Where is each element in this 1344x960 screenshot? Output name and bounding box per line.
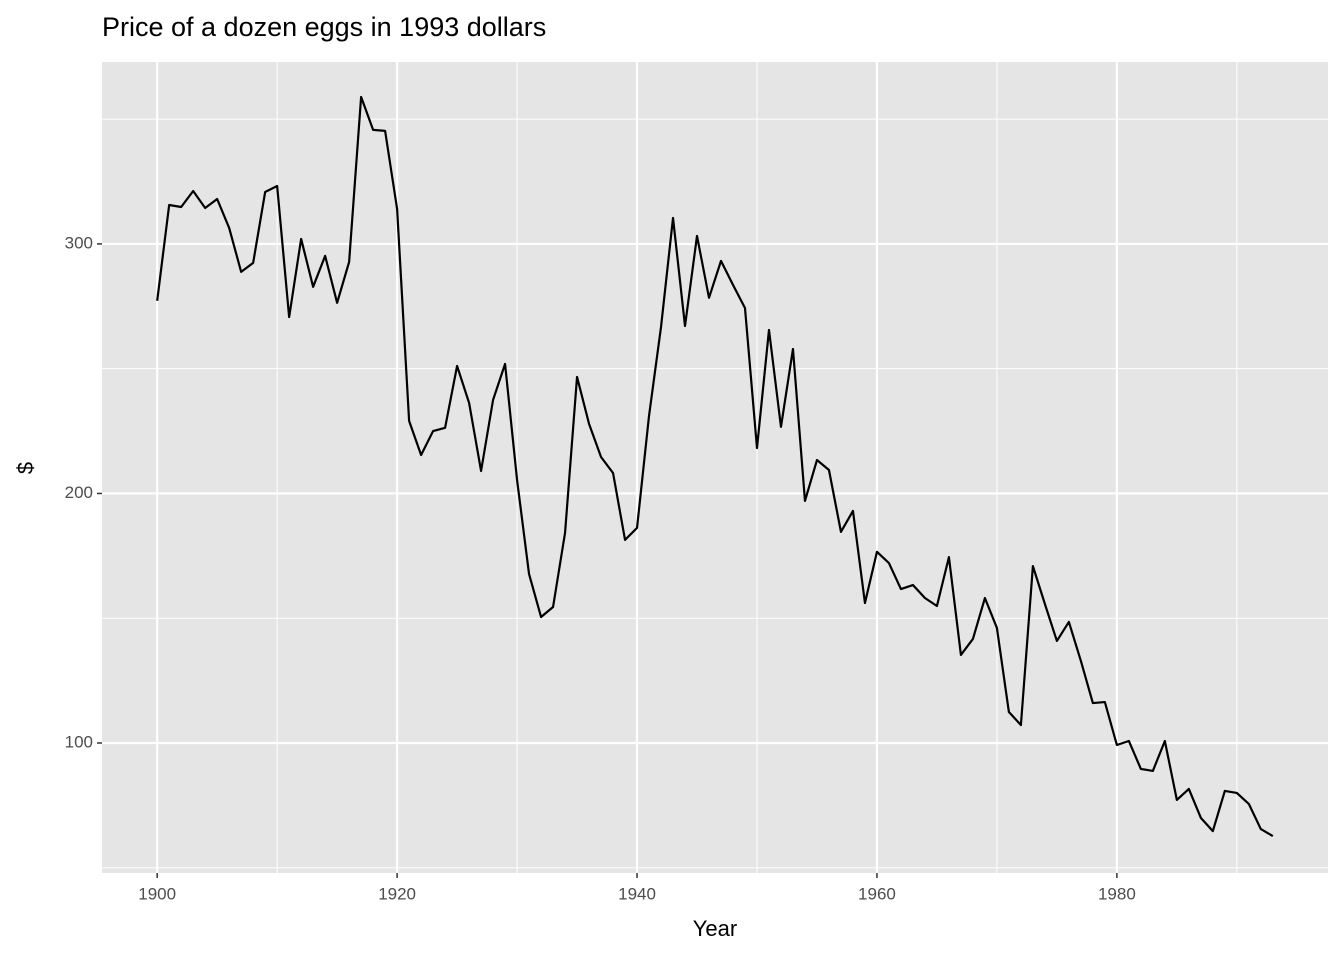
x-tick-label: 1900 [138,884,176,903]
x-axis-title: Year [693,916,737,941]
x-tick-label: 1920 [378,884,416,903]
data-line [156,95,1274,838]
x-tick-label: 1960 [858,884,896,903]
x-tick-label: 1980 [1098,884,1136,903]
chart-title: Price of a dozen eggs in 1993 dollars [102,12,546,42]
y-tick-label: 300 [65,233,93,252]
panel [102,62,1328,873]
y-tick-label: 200 [65,483,93,502]
x-tick-label: 1940 [618,884,656,903]
y-axis-title: $ [13,462,38,474]
y-tick-label: 100 [65,732,93,751]
